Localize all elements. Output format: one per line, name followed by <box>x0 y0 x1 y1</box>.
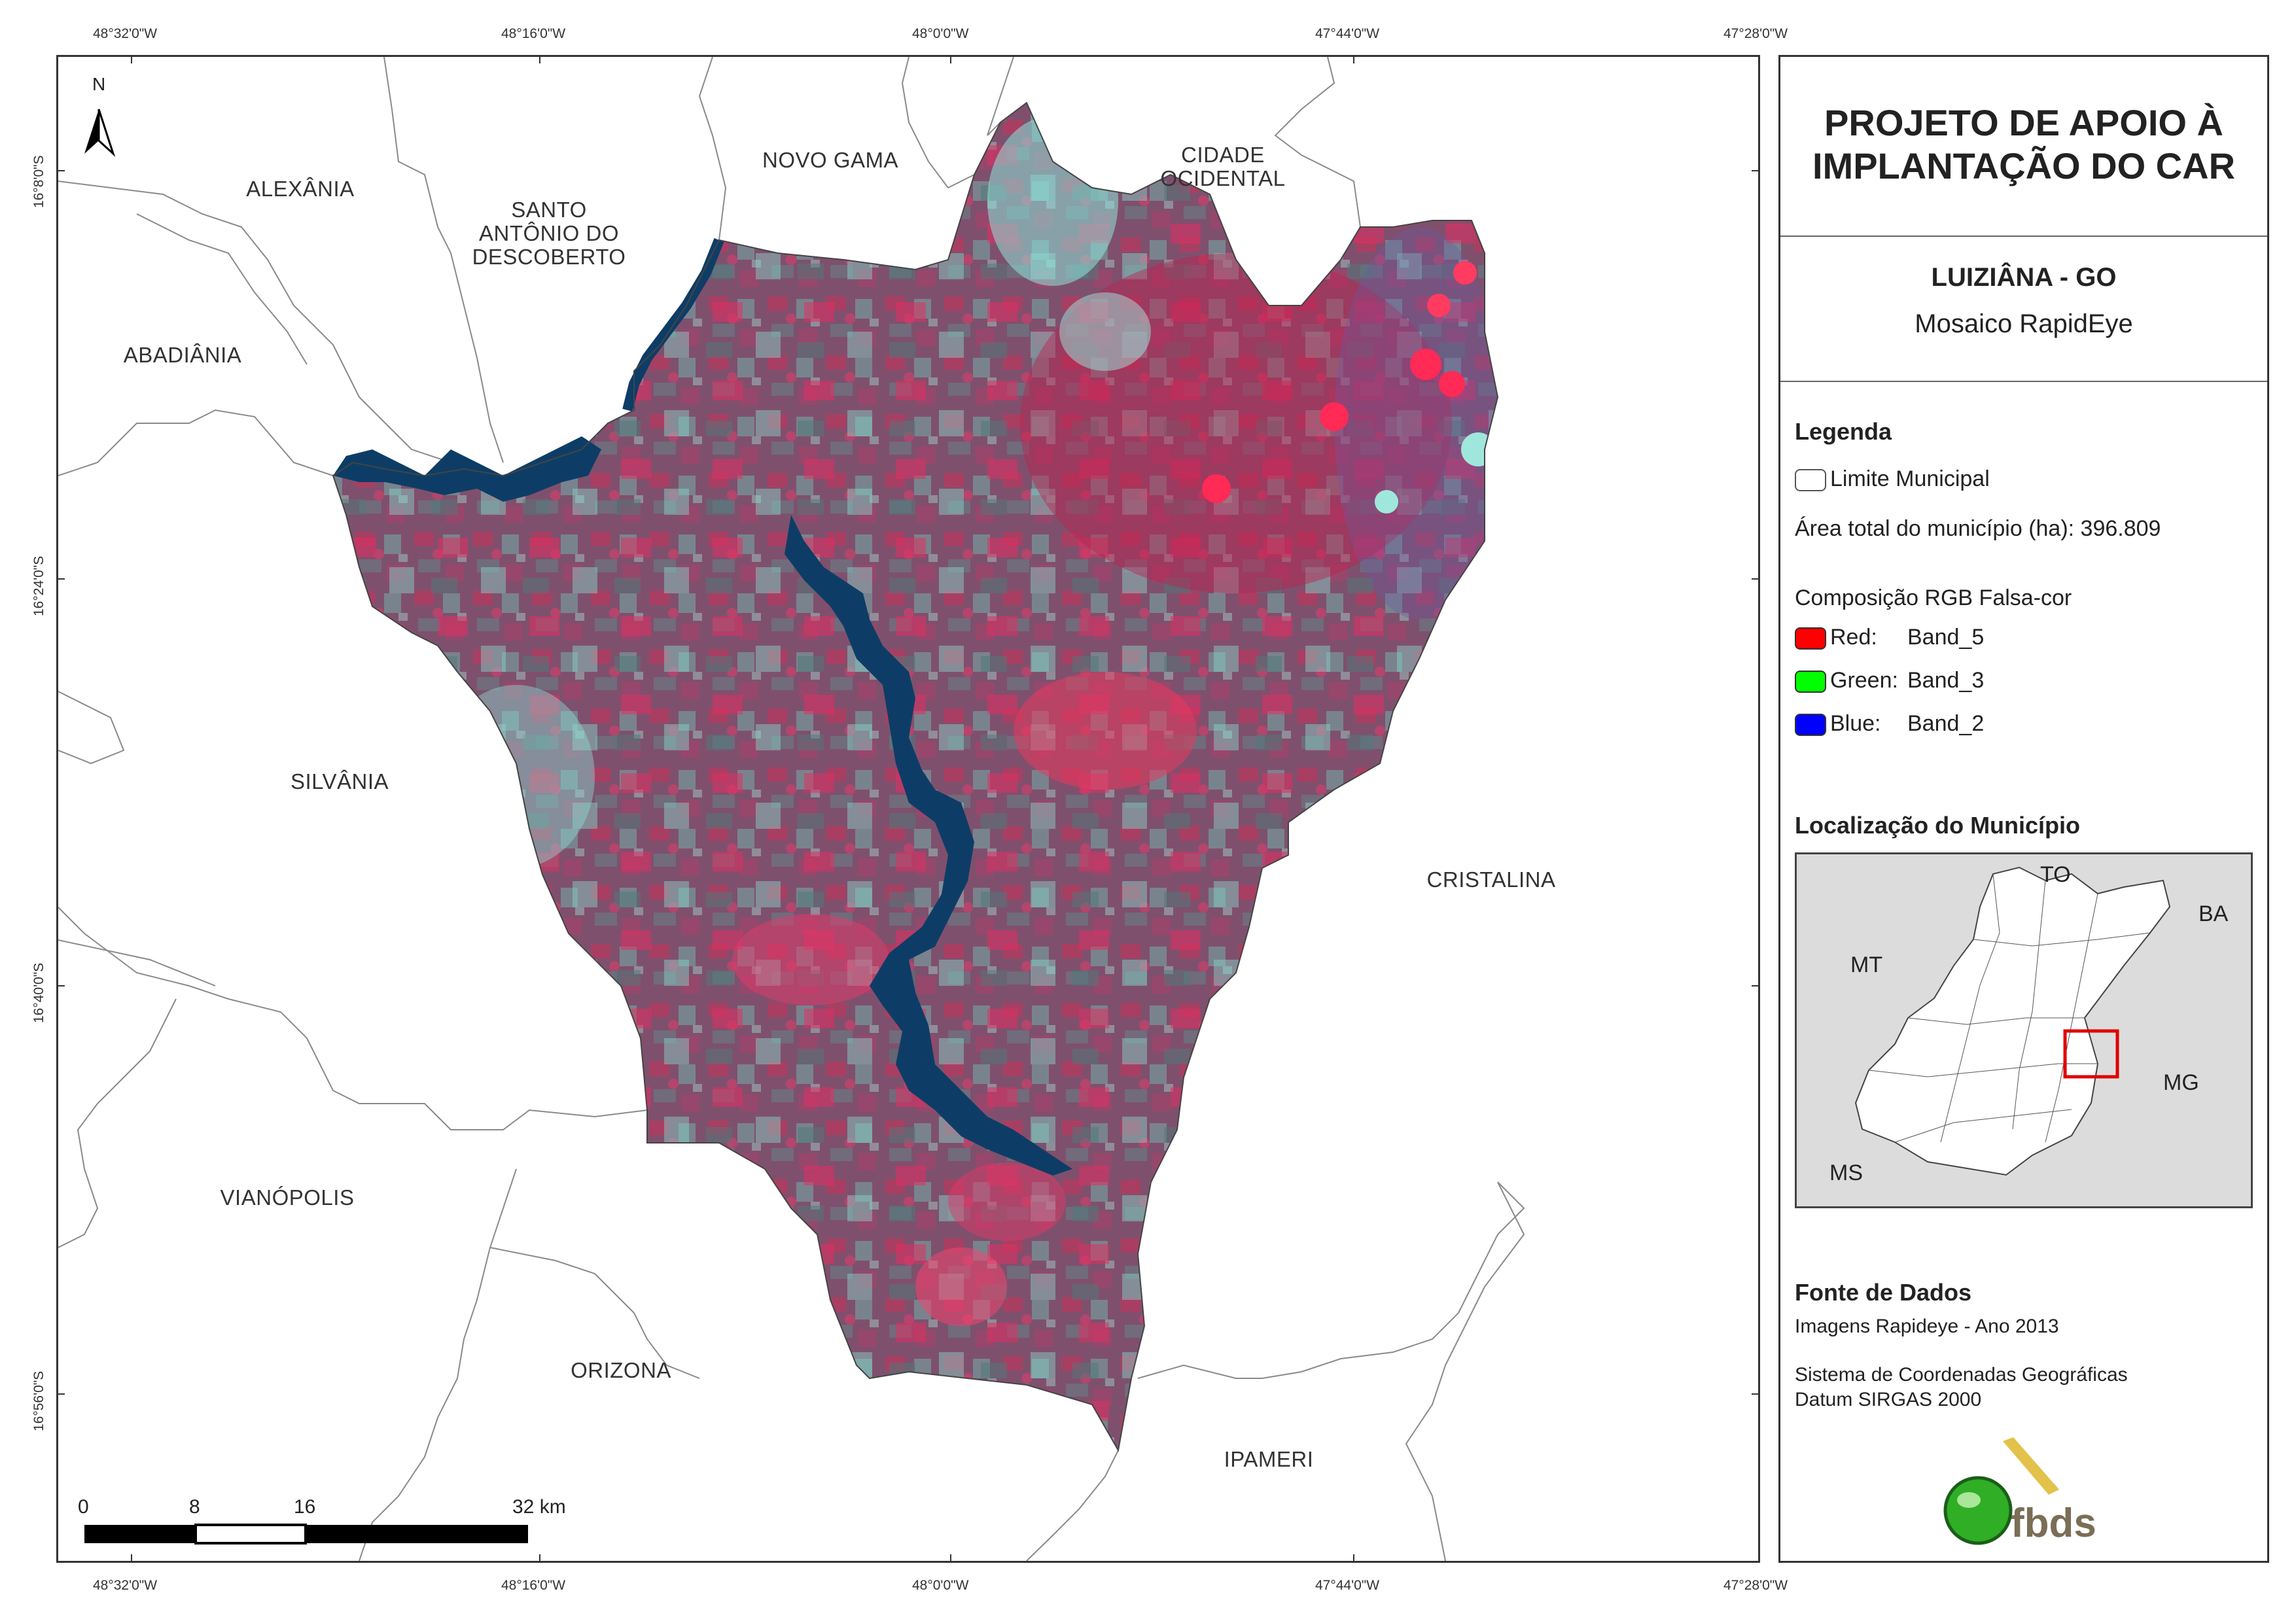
product-name: Mosaico RapidEye <box>1915 309 2133 338</box>
lat-tick-2: 16°24'0"S <box>31 555 46 616</box>
location-heading: Localização do Município <box>1795 812 2081 839</box>
scale-bar <box>84 1524 528 1544</box>
legend-band-green: Green: Band_3 <box>1795 668 1984 693</box>
luziania-mosaic[interactable] <box>320 96 1511 1470</box>
legend-heading: Legenda <box>1795 418 1892 445</box>
scale-label-0: 0 <box>78 1496 89 1518</box>
source-line-1: Imagens Rapideye - Ano 2013 <box>1795 1316 2059 1337</box>
subtitle-section: LUIZIÂNA - GO Mosaico RapidEye <box>1780 237 2267 382</box>
title-line-1: PROJETO DE APOIO À <box>1824 102 2223 143</box>
red-swatch <box>1795 627 1826 650</box>
scale-label-32: 32 km <box>512 1496 566 1518</box>
lat-tick-4: 16°56'0"S <box>31 1370 46 1431</box>
lon-tick-top-1: 48°32'0"W <box>93 26 158 41</box>
blue-swatch <box>1795 714 1826 737</box>
label-orizona: ORIZONA <box>571 1358 671 1382</box>
band-green-value: Band_3 <box>1907 668 1985 693</box>
lon-tick-top-3: 48°0'0"W <box>912 26 969 41</box>
legend-band-red: Red: Band_5 <box>1795 625 1984 650</box>
fbds-logo-icon <box>1943 1437 2059 1545</box>
label-vianopolis: VIANÓPOLIS <box>220 1185 355 1210</box>
lon-tick-bottom-4: 47°44'0"W <box>1315 1578 1380 1593</box>
inset-label-ms: MS <box>1829 1161 1863 1185</box>
sources-heading: Fonte de Dados <box>1795 1279 1972 1306</box>
reservoir <box>785 515 1072 1176</box>
north-arrow-icon <box>84 109 116 157</box>
label-cristalina: CRISTALINA <box>1426 867 1556 892</box>
source-line-2: Sistema de Coordenadas Geográficas <box>1795 1364 2128 1386</box>
graticule-ticks <box>58 57 1758 1561</box>
label-cidade-ocidental: CIDADE OCIDENTAL <box>1160 143 1286 190</box>
scale-label-16: 16 <box>294 1496 316 1518</box>
label-santo-antonio: SANTO ANTÔNIO DO DESCOBERTO <box>472 198 626 269</box>
scale-label-8: 8 <box>189 1496 200 1518</box>
north-label: N <box>92 74 106 94</box>
area-total: Área total do município (ha): 396.809 <box>1795 516 2161 541</box>
band-green-name: Green: <box>1830 668 1898 693</box>
inset-municipal-lines <box>1868 873 2151 1143</box>
inset-label-ba: BA <box>2199 901 2229 926</box>
lon-tick-bottom-2: 48°16'0"W <box>501 1578 566 1593</box>
inset-label-mg: MG <box>2163 1070 2199 1095</box>
label-silvania: SILVÂNIA <box>290 769 389 794</box>
lat-tick-1: 16°8'0"S <box>31 155 46 208</box>
inset-svg <box>1854 866 2171 1176</box>
band-red-name: Red: <box>1830 625 1877 650</box>
composition-label: Composição RGB Falsa-cor <box>1795 585 2072 610</box>
lon-tick-top-4: 47°44'0"W <box>1315 26 1380 41</box>
boundary-swatch <box>1795 469 1826 492</box>
goias-state <box>1854 866 2171 1176</box>
label-alexania: ALEXÂNIA <box>246 177 355 201</box>
lon-tick-bottom-1: 48°32'0"W <box>93 1578 158 1593</box>
map-frame[interactable]: N 0 8 16 32 km ALEXÂNIA SANTO ANTÔNIO DO… <box>56 55 1760 1563</box>
label-novo-gama: NOVO GAMA <box>762 148 899 172</box>
lon-tick-top-5: 47°28'0"W <box>1723 26 1788 41</box>
band-blue-value: Band_2 <box>1907 711 1985 736</box>
location-inset-map: TO BA MT MG MS <box>1795 852 2253 1208</box>
legend-band-blue: Blue: Band_2 <box>1795 711 1984 737</box>
legend-panel: PROJETO DE APOIO À IMPLANTAÇÃO DO CAR LU… <box>1778 55 2269 1563</box>
green-swatch <box>1795 671 1826 693</box>
municipality-name: LUIZIÂNA - GO <box>1931 263 2117 292</box>
fbds-logo-text: fbds <box>2011 1501 2096 1546</box>
title-line-2: IMPLANTAÇÃO DO CAR <box>1812 145 2236 186</box>
label-ipameri: IPAMERI <box>1224 1447 1314 1471</box>
lon-tick-bottom-3: 48°0'0"W <box>912 1578 969 1593</box>
band-red-value: Band_5 <box>1907 625 1985 650</box>
lat-tick-3: 16°40'0"S <box>31 962 46 1023</box>
label-abadiania: ABADIÂNIA <box>123 343 242 367</box>
inset-label-to: TO <box>2040 862 2071 887</box>
lon-tick-bottom-5: 47°28'0"W <box>1723 1578 1788 1593</box>
source-line-3: Datum SIRGAS 2000 <box>1795 1389 1982 1410</box>
municipal-boundaries <box>58 57 1525 1561</box>
lon-tick-top-2: 48°16'0"W <box>501 26 566 41</box>
legend-boundary-item: Limite Municipal <box>1795 466 1990 492</box>
fbds-logo: fbds <box>1937 1437 2134 1548</box>
luziania-locator-box <box>2063 1029 2119 1079</box>
boundary-label: Limite Municipal <box>1830 466 1990 491</box>
title-section: PROJETO DE APOIO À IMPLANTAÇÃO DO CAR <box>1780 57 2267 237</box>
inset-label-mt: MT <box>1850 952 1883 977</box>
map-canvas[interactable] <box>58 57 1758 1561</box>
band-blue-name: Blue: <box>1830 711 1881 736</box>
